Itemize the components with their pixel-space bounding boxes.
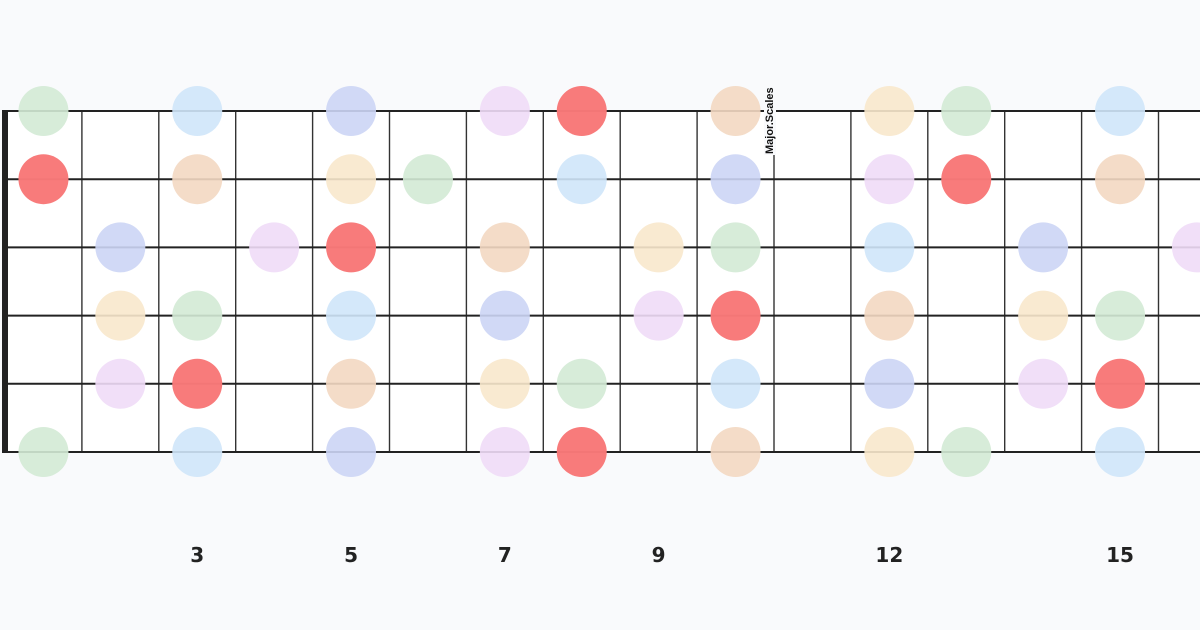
note-dot-second[interactable] bbox=[479, 222, 530, 273]
note-dot-root[interactable] bbox=[172, 358, 223, 409]
note-dot-third[interactable] bbox=[95, 290, 146, 341]
note-dot-fifth[interactable] bbox=[864, 222, 915, 273]
note-dot-fourth[interactable] bbox=[1095, 290, 1146, 341]
note-dot-root[interactable] bbox=[710, 290, 761, 341]
note-dot-fifth[interactable] bbox=[556, 154, 607, 205]
note-dot-second[interactable] bbox=[864, 290, 915, 341]
note-dot-fourth[interactable] bbox=[18, 427, 69, 477]
fret-number: 15 bbox=[1106, 543, 1134, 567]
note-dot-fourth[interactable] bbox=[172, 290, 223, 341]
note-dot-third[interactable] bbox=[1018, 290, 1069, 341]
note-dot-seventh[interactable] bbox=[1018, 358, 1069, 409]
note-dot-fourth[interactable] bbox=[18, 86, 69, 136]
fret-number: 3 bbox=[190, 543, 205, 567]
note-dot-sixth[interactable] bbox=[864, 358, 915, 409]
note-dot-fifth[interactable] bbox=[172, 427, 223, 477]
note-dot-sixth[interactable] bbox=[1018, 222, 1069, 273]
note-dot-root[interactable] bbox=[556, 427, 607, 477]
note-dot-seventh[interactable] bbox=[479, 427, 530, 477]
note-dot-fourth[interactable] bbox=[710, 222, 761, 273]
note-dot-seventh[interactable] bbox=[1171, 222, 1200, 273]
nut bbox=[2, 110, 8, 453]
note-dot-third[interactable] bbox=[864, 86, 915, 136]
note-dot-root[interactable] bbox=[941, 154, 992, 205]
note-dot-sixth[interactable] bbox=[95, 222, 146, 273]
note-dot-third[interactable] bbox=[479, 358, 530, 409]
note-dot-root[interactable] bbox=[1095, 358, 1146, 409]
note-dot-seventh[interactable] bbox=[95, 358, 146, 409]
note-dot-second[interactable] bbox=[1095, 154, 1146, 205]
note-dot-fourth[interactable] bbox=[941, 427, 992, 477]
note-dot-third[interactable] bbox=[633, 222, 684, 273]
note-dot-sixth[interactable] bbox=[710, 154, 761, 205]
note-dot-fifth[interactable] bbox=[1095, 86, 1146, 136]
note-dot-fifth[interactable] bbox=[710, 358, 761, 409]
note-dot-sixth[interactable] bbox=[479, 290, 530, 341]
note-dot-seventh[interactable] bbox=[479, 86, 530, 136]
note-dot-fourth[interactable] bbox=[402, 154, 453, 205]
note-dot-fifth[interactable] bbox=[326, 290, 377, 341]
note-dot-second[interactable] bbox=[172, 154, 223, 205]
note-dot-third[interactable] bbox=[864, 427, 915, 477]
note-dot-fifth[interactable] bbox=[172, 86, 223, 136]
note-dot-fourth[interactable] bbox=[556, 358, 607, 409]
diagram-title: Major.Scales bbox=[764, 86, 776, 155]
note-dot-seventh[interactable] bbox=[864, 154, 915, 205]
fret-number: 9 bbox=[651, 543, 666, 567]
note-dot-root[interactable] bbox=[556, 86, 607, 136]
fret-number: 12 bbox=[875, 543, 904, 567]
note-dot-root[interactable] bbox=[18, 154, 69, 205]
note-dot-root[interactable] bbox=[326, 222, 377, 273]
note-dot-sixth[interactable] bbox=[326, 427, 377, 477]
fret-number: 7 bbox=[497, 543, 512, 567]
note-dot-second[interactable] bbox=[710, 427, 761, 477]
note-dot-third[interactable] bbox=[326, 154, 377, 205]
note-dot-second[interactable] bbox=[710, 86, 761, 136]
fret-number: 5 bbox=[344, 543, 358, 567]
note-dot-seventh[interactable] bbox=[633, 290, 684, 341]
note-dot-seventh[interactable] bbox=[249, 222, 300, 273]
note-dot-second[interactable] bbox=[326, 358, 377, 409]
note-dot-fourth[interactable] bbox=[941, 86, 992, 136]
note-dot-sixth[interactable] bbox=[326, 86, 377, 136]
note-dot-fifth[interactable] bbox=[1095, 427, 1146, 477]
